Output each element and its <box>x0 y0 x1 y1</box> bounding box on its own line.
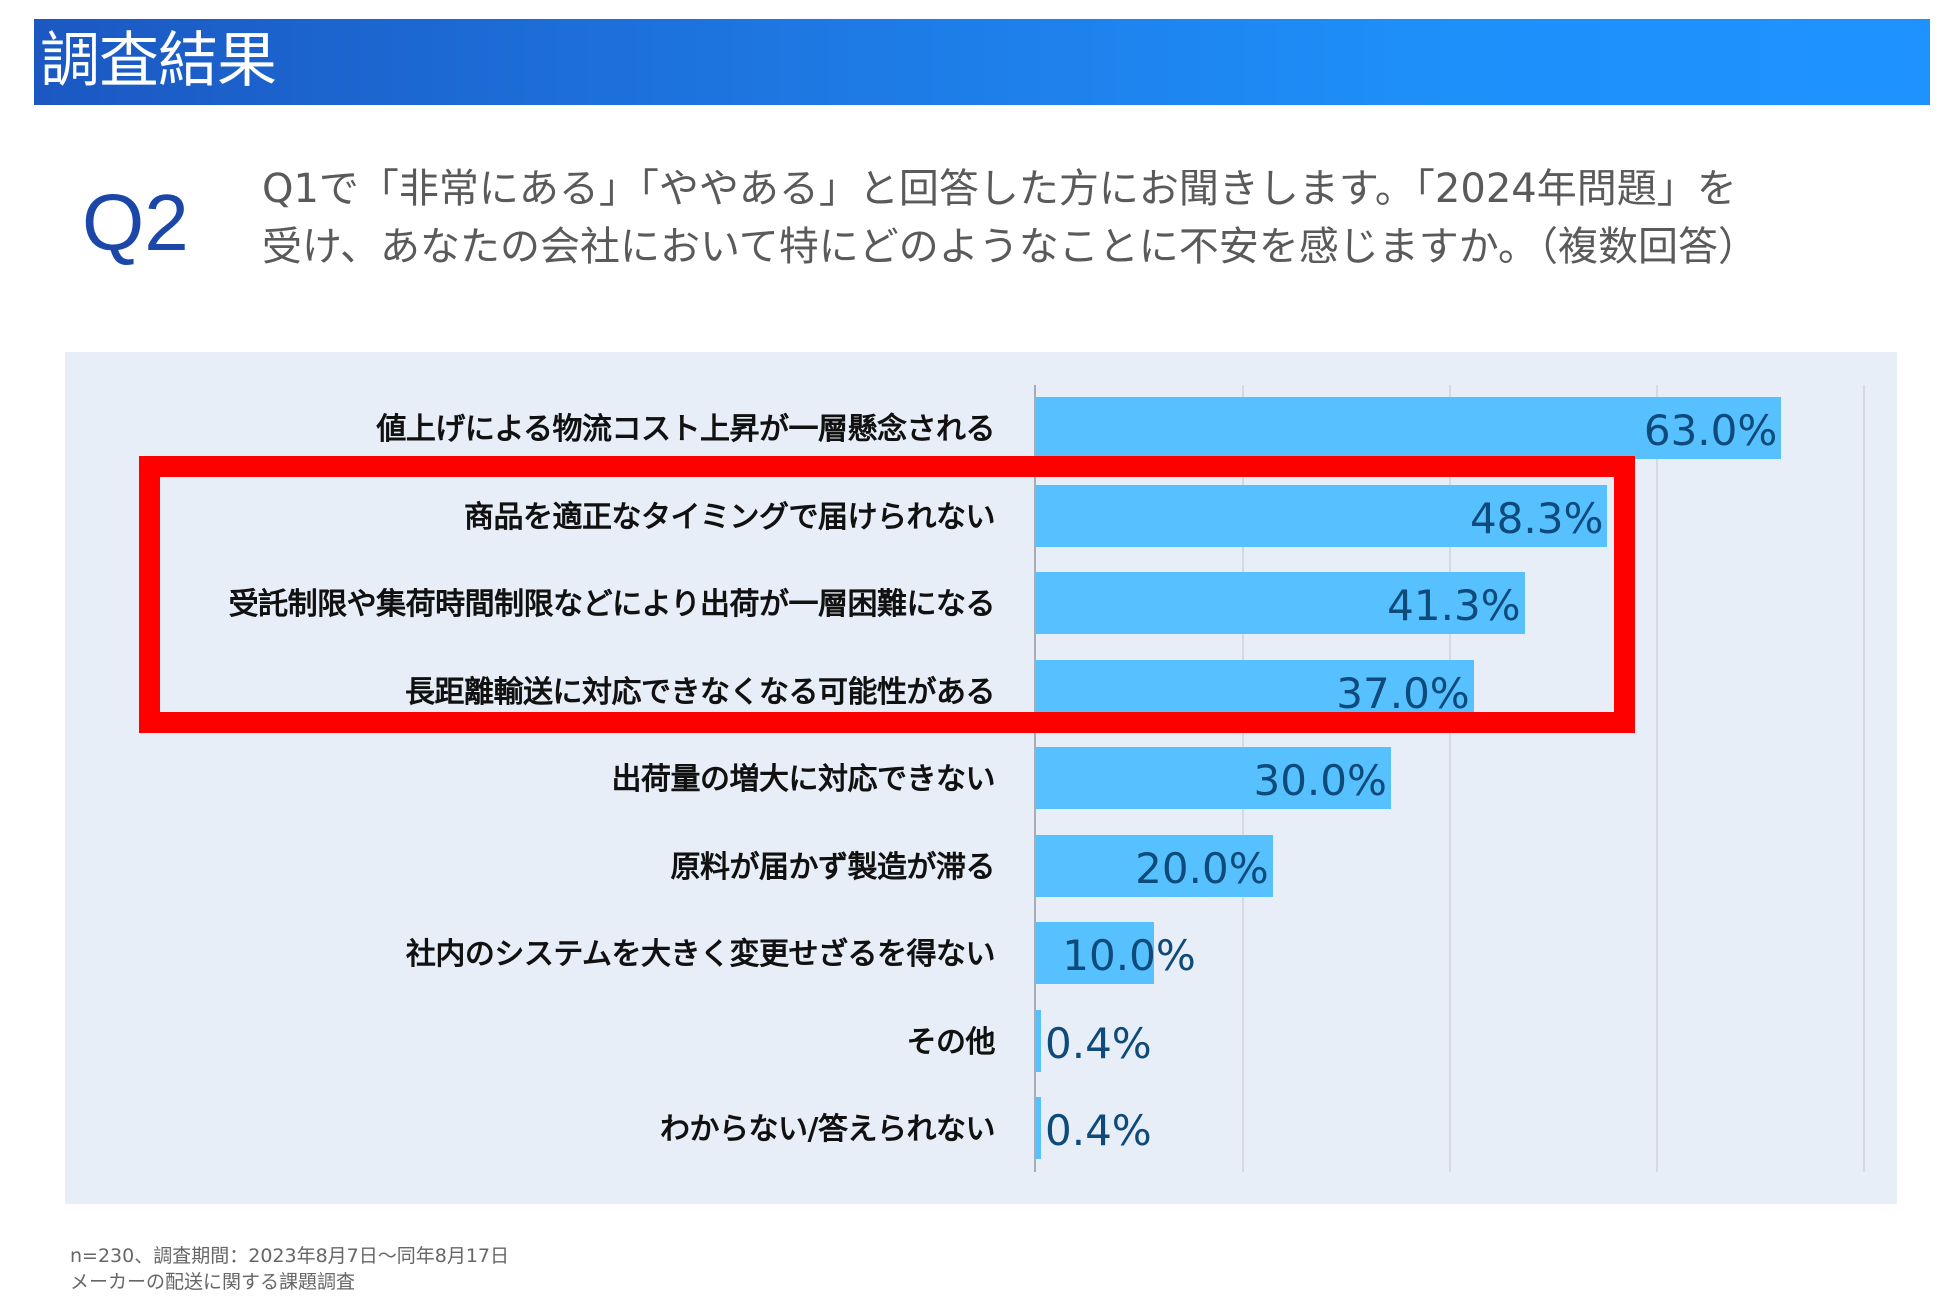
value-label: 0.4% <box>1045 1106 1152 1155</box>
category-label: 値上げによる物流コスト上昇が一層懸念される <box>376 412 995 447</box>
value-label: 30.0% <box>1253 756 1387 805</box>
bar <box>1036 660 1474 722</box>
footer-note: n=230、調査期間：2023年8月7日～同年8月17日 メーカーの配送に関する… <box>70 1243 509 1295</box>
gridline <box>1449 385 1452 1172</box>
category-label: 長距離輸送に対応できなくなる可能性がある <box>405 675 996 710</box>
chart-axis <box>1034 385 1036 1172</box>
category-label: 出荷量の増大に対応できない <box>611 762 996 797</box>
category-label: 社内のシステムを大きく変更せざるを得ない <box>405 937 996 972</box>
question-text: Q1で「非常にある」「ややある」と回答した方にお聞きします。「2024年問題」を… <box>262 160 1882 276</box>
question-line-2: 受け、あなたの会社において特にどのようなことに不安を感じますか。（複数回答） <box>262 224 1758 270</box>
bar <box>1036 572 1525 634</box>
gridline <box>1656 385 1659 1172</box>
value-label: 20.0% <box>1135 844 1269 893</box>
value-label: 37.0% <box>1336 669 1470 718</box>
highlight-box <box>139 456 1635 733</box>
page-title: 調査結果 <box>40 26 277 96</box>
question-line-1: Q1で「非常にある」「ややある」と回答した方にお聞きします。「2024年問題」を <box>262 166 1737 212</box>
category-label: わからない/答えられない <box>660 1112 995 1147</box>
bar <box>1036 1010 1041 1072</box>
gridline <box>1863 385 1866 1172</box>
category-label: 商品を適正なタイミングで届けられない <box>464 500 996 535</box>
footer-survey-name: メーカーの配送に関する課題調査 <box>70 1271 356 1293</box>
category-label: 受託制限や集荷時間制限などにより出荷が一層困難になる <box>228 587 996 622</box>
question-number: Q2 <box>82 178 189 267</box>
value-label: 48.3% <box>1469 494 1604 543</box>
bar <box>1036 747 1391 809</box>
category-label: 原料が届かず製造が滞る <box>670 850 996 885</box>
footer-sample-info: n=230、調査期間：2023年8月7日～同年8月17日 <box>70 1245 510 1267</box>
bar <box>1036 397 1782 459</box>
value-label: 41.3% <box>1387 581 1521 630</box>
value-label: 63.0% <box>1643 406 1778 455</box>
bar <box>1036 1097 1041 1159</box>
value-label: 0.4% <box>1045 1019 1152 1068</box>
value-label: 10.0% <box>1062 931 1196 980</box>
bar <box>1036 835 1273 897</box>
bar <box>1036 485 1608 547</box>
bar <box>1036 922 1155 984</box>
header-bar: 調査結果 <box>34 19 1930 105</box>
category-label: その他 <box>906 1025 996 1060</box>
